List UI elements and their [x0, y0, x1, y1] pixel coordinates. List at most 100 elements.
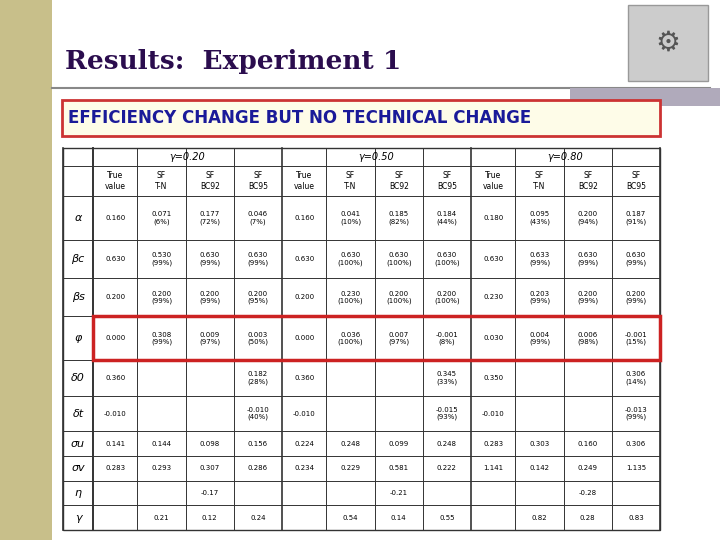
Text: 0.004
(99%): 0.004 (99%) [529, 332, 550, 345]
Text: 0.187
(91%): 0.187 (91%) [626, 211, 647, 225]
Text: 0.030: 0.030 [483, 335, 503, 341]
Text: σv: σv [71, 463, 85, 474]
Text: 0.55: 0.55 [439, 515, 454, 521]
Text: -0.010
(40%): -0.010 (40%) [246, 407, 269, 420]
Text: 0.160: 0.160 [105, 215, 125, 221]
Text: 0.006
(98%): 0.006 (98%) [577, 332, 598, 345]
Text: 0.307: 0.307 [199, 465, 220, 471]
Text: 0.046
(7%): 0.046 (7%) [248, 211, 268, 225]
Text: 0.141: 0.141 [105, 441, 125, 447]
Text: 0.234: 0.234 [294, 465, 314, 471]
Text: 0.200
(99%): 0.200 (99%) [626, 291, 647, 304]
Text: SF
T-N: SF T-N [344, 171, 356, 191]
Text: 0.200
(99%): 0.200 (99%) [199, 291, 220, 304]
Text: -0.015
(93%): -0.015 (93%) [436, 407, 458, 420]
Text: True
value: True value [104, 171, 126, 191]
Text: 0.182
(28%): 0.182 (28%) [248, 372, 269, 384]
Text: 0.630
(100%): 0.630 (100%) [434, 252, 459, 266]
Text: 0.177
(72%): 0.177 (72%) [199, 211, 220, 225]
Text: 0.303: 0.303 [529, 441, 549, 447]
Text: 0.630
(100%): 0.630 (100%) [338, 252, 364, 266]
Text: 0.293: 0.293 [151, 465, 171, 471]
Text: 0.222: 0.222 [437, 465, 457, 471]
Text: 0.54: 0.54 [343, 515, 359, 521]
Text: 0.350: 0.350 [483, 375, 503, 381]
Text: 0.000: 0.000 [294, 335, 315, 341]
Text: 0.160: 0.160 [577, 441, 598, 447]
Text: SF
T-N: SF T-N [156, 171, 168, 191]
Text: 0.156: 0.156 [248, 441, 268, 447]
Text: 0.248: 0.248 [341, 441, 361, 447]
Text: 0.530
(99%): 0.530 (99%) [151, 252, 172, 266]
Text: -0.17: -0.17 [201, 490, 219, 496]
Text: 0.630
(99%): 0.630 (99%) [626, 252, 647, 266]
Text: 0.160: 0.160 [294, 215, 315, 221]
Text: 0.200
(99%): 0.200 (99%) [151, 291, 172, 304]
Text: 0.142: 0.142 [529, 465, 549, 471]
Text: 0.184
(44%): 0.184 (44%) [436, 211, 457, 225]
Text: 0.099: 0.099 [389, 441, 409, 447]
Text: βs: βs [71, 292, 84, 302]
Text: 0.203
(99%): 0.203 (99%) [529, 291, 550, 304]
Text: 0.360: 0.360 [105, 375, 125, 381]
Text: α: α [74, 213, 81, 223]
Text: SF
BC95: SF BC95 [626, 171, 646, 191]
Text: 1.141: 1.141 [483, 465, 503, 471]
Text: 1.135: 1.135 [626, 465, 646, 471]
Text: γ=0.20: γ=0.20 [170, 152, 205, 162]
Text: 0.230
(100%): 0.230 (100%) [338, 291, 364, 304]
Text: SF
BC95: SF BC95 [248, 171, 268, 191]
Text: 0.286: 0.286 [248, 465, 268, 471]
Text: 0.041
(10%): 0.041 (10%) [340, 211, 361, 225]
Text: σu: σu [71, 439, 85, 449]
Text: 0.007
(97%): 0.007 (97%) [388, 332, 409, 345]
Text: 0.633
(99%): 0.633 (99%) [529, 252, 550, 266]
Text: 0.306: 0.306 [626, 441, 646, 447]
Text: 0.200: 0.200 [105, 294, 125, 300]
Text: 0.630: 0.630 [483, 256, 503, 262]
Text: φ: φ [74, 333, 81, 343]
Bar [63, 148, 660, 530]
Text: SF
BC92: SF BC92 [577, 171, 598, 191]
Text: -0.28: -0.28 [579, 490, 597, 496]
Text: 0.224: 0.224 [294, 441, 314, 447]
Text: -0.010: -0.010 [482, 410, 505, 417]
Bar [93, 316, 660, 360]
FancyBboxPatch shape [62, 100, 660, 136]
Text: -0.001
(8%): -0.001 (8%) [436, 332, 458, 345]
Text: 0.200
(95%): 0.200 (95%) [248, 291, 269, 304]
Text: 0.230: 0.230 [483, 294, 503, 300]
Text: 0.83: 0.83 [628, 515, 644, 521]
Text: 0.283: 0.283 [483, 441, 503, 447]
Text: -0.010: -0.010 [104, 410, 127, 417]
Text: η: η [74, 488, 81, 498]
Text: 0.000: 0.000 [105, 335, 125, 341]
Text: 0.28: 0.28 [580, 515, 595, 521]
Text: 0.071
(6%): 0.071 (6%) [151, 211, 171, 225]
Text: 0.308
(99%): 0.308 (99%) [151, 332, 172, 345]
Text: 0.630: 0.630 [105, 256, 125, 262]
Text: -0.010: -0.010 [293, 410, 315, 417]
Text: 0.24: 0.24 [250, 515, 266, 521]
Text: 0.200: 0.200 [294, 294, 314, 300]
Text: 0.630
(100%): 0.630 (100%) [386, 252, 412, 266]
Text: 0.003
(50%): 0.003 (50%) [248, 332, 269, 345]
Text: SF
T-N: SF T-N [534, 171, 546, 191]
Text: 0.630: 0.630 [294, 256, 315, 262]
Text: 0.283: 0.283 [105, 465, 125, 471]
Bar [0, 0, 52, 540]
Text: δt: δt [73, 409, 84, 419]
Text: 0.200
(100%): 0.200 (100%) [386, 291, 412, 304]
Text: 0.036
(100%): 0.036 (100%) [338, 332, 364, 345]
Text: -0.013
(99%): -0.013 (99%) [624, 407, 647, 420]
Text: 0.14: 0.14 [391, 515, 407, 521]
Text: 0.200
(100%): 0.200 (100%) [434, 291, 459, 304]
Text: 0.630
(99%): 0.630 (99%) [199, 252, 220, 266]
Text: 0.306
(14%): 0.306 (14%) [626, 372, 647, 384]
Text: True
value: True value [294, 171, 315, 191]
Text: 0.82: 0.82 [531, 515, 547, 521]
Text: -0.001
(15%): -0.001 (15%) [624, 332, 647, 345]
Text: 0.200
(99%): 0.200 (99%) [577, 291, 598, 304]
Text: βc: βc [71, 254, 85, 264]
Text: Results:  Experiment 1: Results: Experiment 1 [65, 50, 401, 75]
